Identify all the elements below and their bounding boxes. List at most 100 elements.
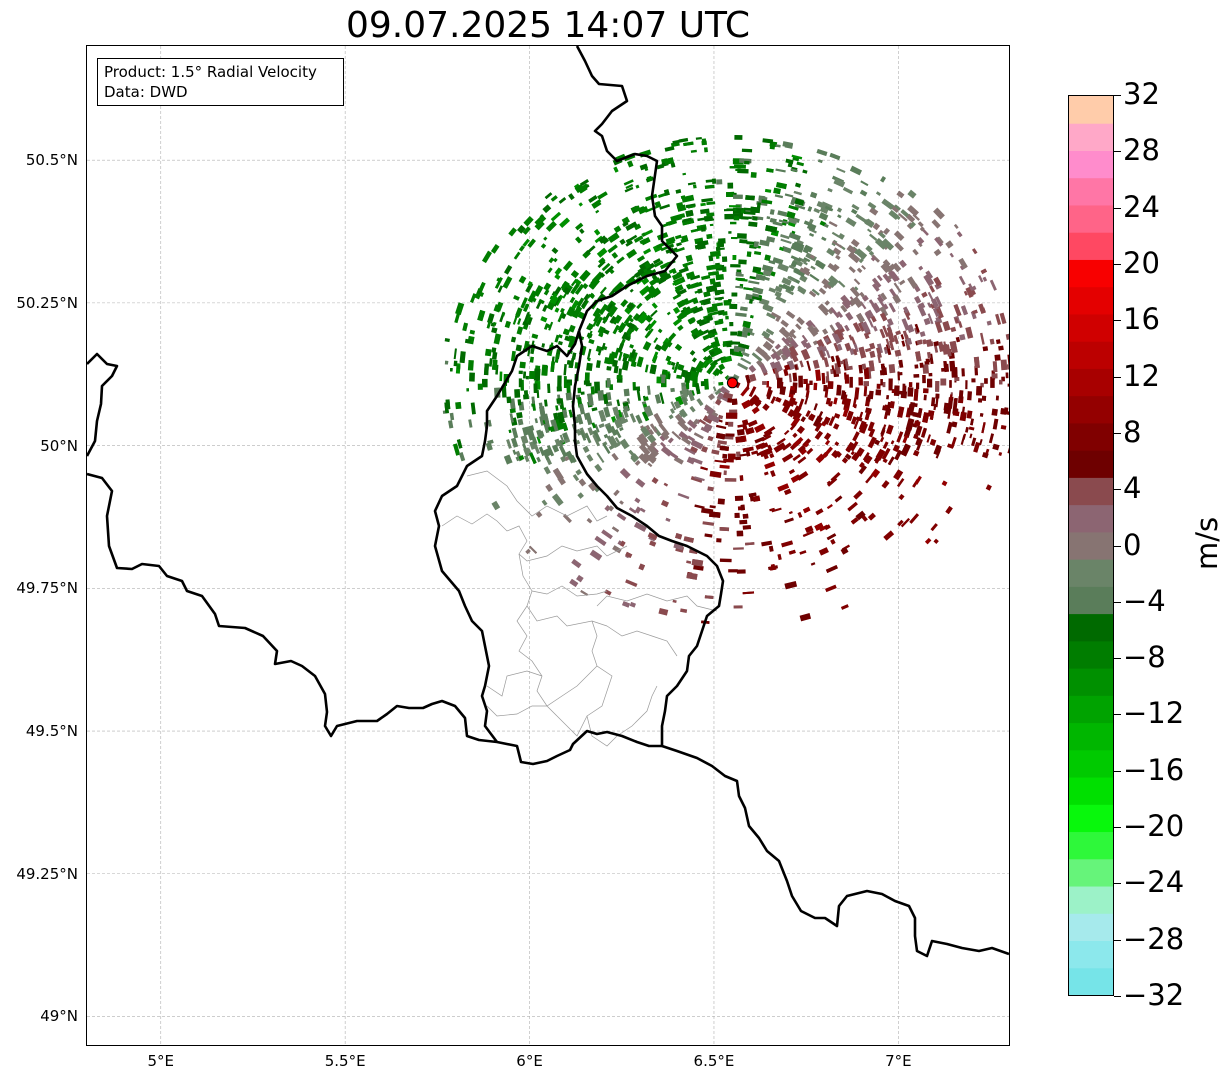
velocity-cell [611, 452, 619, 461]
velocity-cell [865, 309, 875, 320]
radar-site-marker[interactable] [726, 377, 738, 389]
velocity-cell [900, 391, 908, 399]
velocity-cell [598, 423, 605, 429]
velocity-cell [735, 285, 743, 289]
velocity-cell [616, 377, 623, 383]
velocity-cell [708, 270, 719, 276]
velocity-cell [898, 259, 907, 268]
velocity-cell [715, 424, 727, 430]
velocity-cell [736, 233, 747, 239]
velocity-cell [625, 238, 631, 244]
velocity-cell [844, 324, 850, 332]
velocity-cell [543, 423, 550, 434]
velocity-cell [602, 394, 609, 405]
velocity-cell [698, 330, 705, 336]
velocity-cell [849, 165, 863, 176]
velocity-cell [601, 237, 610, 245]
velocity-cell [912, 248, 919, 256]
velocity-cell [613, 225, 622, 234]
velocity-cell [523, 390, 529, 399]
velocity-cell [823, 223, 829, 229]
velocity-cell [1000, 359, 1008, 371]
velocity-cell [992, 418, 999, 430]
velocity-cell [705, 284, 718, 293]
radar-map[interactable] [87, 46, 1009, 1045]
velocity-cell [906, 324, 915, 333]
map-title: 09.07.2025 14:07 UTC [345, 5, 751, 46]
velocity-cell [1000, 424, 1007, 430]
velocity-cell [967, 391, 973, 401]
velocity-cell [950, 326, 957, 333]
velocity-cell [531, 333, 539, 339]
velocity-cell [616, 375, 623, 380]
velocity-cell [598, 235, 608, 244]
velocity-cell [882, 227, 891, 235]
velocity-cell [691, 357, 698, 363]
velocity-cell [654, 201, 662, 209]
velocity-cell [622, 405, 629, 411]
velocity-cell [913, 388, 919, 401]
velocity-cell [984, 378, 988, 384]
velocity-cell [715, 274, 724, 281]
velocity-cell [922, 412, 930, 423]
velocity-cell [576, 574, 584, 583]
velocity-cell [763, 471, 769, 476]
velocity-cell [700, 426, 710, 434]
velocity-cell [702, 356, 708, 361]
velocity-cell [766, 389, 773, 400]
velocity-cell [704, 184, 715, 189]
velocity-cell [848, 334, 853, 341]
velocity-cell [525, 548, 531, 555]
velocity-cell [777, 553, 782, 561]
velocity-cell [758, 298, 770, 306]
velocity-cell [559, 217, 571, 228]
velocity-cell [604, 504, 611, 512]
velocity-cell [894, 449, 903, 461]
velocity-cell [554, 307, 560, 313]
velocity-cell [841, 398, 848, 405]
colorbar-tick-label: 0 [1123, 528, 1142, 562]
velocity-cell [1007, 354, 1009, 366]
velocity-cell [927, 302, 932, 308]
velocity-cell [550, 195, 558, 202]
velocity-cell [877, 294, 884, 302]
velocity-cell [668, 332, 677, 341]
map-panel[interactable] [86, 45, 1010, 1046]
velocity-cell [940, 378, 947, 386]
velocity-cell [773, 442, 787, 453]
velocity-cell [481, 378, 488, 388]
velocity-cell [866, 394, 872, 402]
velocity-cell [586, 454, 594, 462]
velocity-cell [788, 264, 795, 270]
velocity-cell [917, 221, 924, 228]
velocity-cell [893, 469, 904, 481]
velocity-cell [915, 437, 921, 446]
velocity-cell [853, 343, 859, 353]
velocity-cell [865, 474, 874, 484]
colorbar-tick-mark [1114, 940, 1121, 941]
velocity-cell [998, 345, 1004, 351]
velocity-cell [715, 432, 726, 440]
velocity-cell [848, 251, 861, 264]
velocity-cell [690, 228, 699, 233]
velocity-cell [717, 388, 723, 394]
velocity-cell [702, 415, 713, 425]
velocity-cell [994, 354, 1001, 361]
velocity-cell [631, 205, 640, 212]
velocity-cell [833, 397, 838, 405]
velocity-cell [654, 344, 662, 352]
velocity-cell [743, 287, 754, 291]
velocity-cell [872, 283, 880, 292]
velocity-cell [800, 448, 807, 456]
velocity-cell [660, 341, 670, 352]
velocity-cell [823, 283, 829, 289]
velocity-cell [794, 182, 802, 188]
velocity-cell [892, 444, 901, 453]
velocity-cell [887, 456, 895, 466]
velocity-cell [517, 399, 522, 406]
velocity-cell [758, 295, 763, 298]
colorbar-tick-label: 24 [1123, 190, 1160, 224]
velocity-cell [773, 368, 780, 380]
velocity-cell [807, 206, 813, 212]
velocity-cell [748, 364, 757, 373]
